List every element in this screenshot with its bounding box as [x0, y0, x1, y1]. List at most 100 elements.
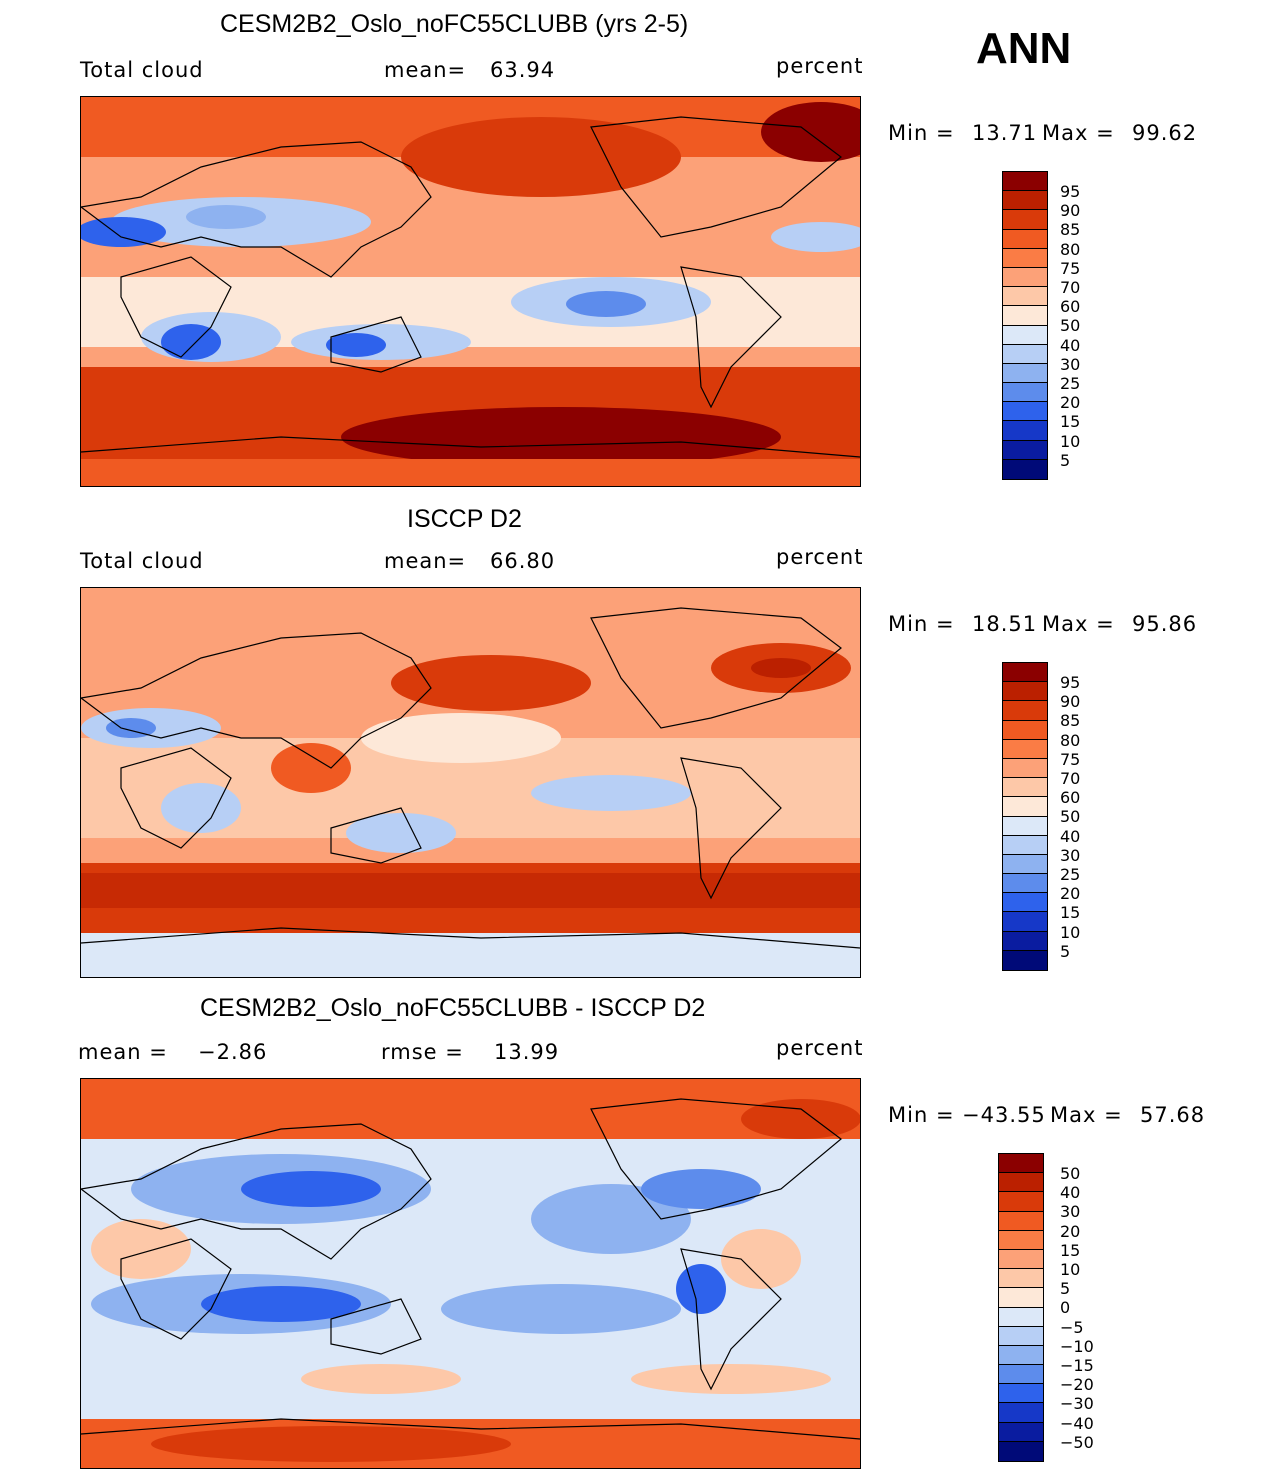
units-label: percent	[776, 1036, 864, 1060]
units-label: percent	[776, 54, 864, 78]
panel-title: CESM2B2_Oslo_noFC55CLUBB - ISCCP D2	[200, 994, 706, 1022]
min-label: Min =	[888, 612, 955, 636]
colorbar-tick-label: 90	[1060, 692, 1081, 712]
colorbar	[1002, 171, 1048, 480]
mean-label: mean=	[384, 549, 467, 573]
colorbar-swatch	[1003, 893, 1047, 913]
colorbar-swatch	[1003, 172, 1047, 192]
colorbar-tick-label: 10	[1060, 1260, 1081, 1279]
season-label: ANN	[976, 24, 1072, 73]
colorbar-tick-label: −50	[1060, 1432, 1094, 1452]
min-value: 18.51	[972, 612, 1038, 636]
max-value: 57.68	[1140, 1103, 1206, 1127]
mean-label: mean =	[78, 1040, 168, 1064]
colorbar-tick-label: 20	[1060, 884, 1081, 904]
colorbar-tick-label: −10	[1060, 1336, 1094, 1356]
colorbar-swatch	[999, 1230, 1043, 1250]
colorbar-tick-label: 15	[1060, 412, 1081, 432]
colorbar-tick-label: 95	[1060, 182, 1081, 201]
colorbar-tick-label: 30	[1060, 1202, 1081, 1222]
colorbar-swatch	[1003, 950, 1047, 970]
colorbar-swatch	[1003, 816, 1047, 836]
colorbar-tick-label: 10	[1060, 431, 1081, 451]
units-label: percent	[776, 545, 864, 569]
colorbar-swatch	[1003, 210, 1047, 230]
colorbar-tick-label: 5	[1060, 450, 1071, 470]
colorbar-swatch	[1003, 229, 1047, 249]
min-label: Min =	[888, 121, 955, 145]
colorbar-swatch	[1003, 383, 1047, 403]
colorbar-swatch	[999, 1249, 1043, 1270]
colorbar-swatch	[1003, 663, 1047, 683]
min-value: 13.71	[972, 121, 1038, 145]
colorbar-tick-label: 50	[1060, 807, 1081, 827]
colorbar-tick-label: 75	[1060, 258, 1081, 278]
min-value: −43.55	[962, 1103, 1046, 1127]
colorbar-swatch	[999, 1345, 1043, 1366]
rmse-label: rmse =	[381, 1040, 464, 1064]
colorbar-swatch	[999, 1154, 1043, 1174]
colorbar-tick-label: 5	[1060, 941, 1071, 961]
colorbar-swatch	[999, 1307, 1043, 1327]
panel-title: CESM2B2_Oslo_noFC55CLUBB (yrs 2-5)	[220, 10, 689, 38]
colorbar-swatch	[1003, 344, 1047, 364]
colorbar-tick-label: 5	[1060, 1279, 1071, 1299]
colorbar	[998, 1153, 1044, 1462]
colorbar-tick-label: 30	[1060, 354, 1081, 374]
colorbar-tick-label: 60	[1060, 788, 1081, 808]
min-label: Min =	[888, 1103, 955, 1127]
colorbar-swatch	[1003, 758, 1047, 779]
colorbar-swatch	[1003, 682, 1047, 702]
colorbar-swatch	[1003, 248, 1047, 268]
colorbar-tick-label: 15	[1060, 903, 1081, 923]
colorbar-swatch	[999, 1441, 1043, 1461]
colorbar-swatch	[1003, 440, 1047, 460]
colorbar-swatch	[1003, 267, 1047, 288]
map-observations	[80, 587, 861, 978]
mean-value: 63.94	[490, 58, 556, 82]
colorbar-tick-label: 50	[1060, 316, 1081, 336]
colorbar-swatch	[999, 1365, 1043, 1385]
colorbar-tick-label: 50	[1060, 1164, 1081, 1183]
colorbar-swatch	[1003, 287, 1047, 307]
colorbar-swatch	[1003, 191, 1047, 211]
colorbar-tick-label: 20	[1060, 1221, 1081, 1241]
colorbar-swatch	[1003, 421, 1047, 441]
colorbar-tick-label: 40	[1060, 335, 1081, 355]
colorbar-tick-label: 40	[1060, 1183, 1081, 1203]
colorbar-tick-label: 70	[1060, 769, 1081, 788]
colorbar-tick-label: 40	[1060, 826, 1081, 846]
colorbar-tick-label: 80	[1060, 239, 1081, 259]
colorbar-tick-label: −5	[1060, 1317, 1084, 1337]
colorbar-swatch	[1003, 778, 1047, 798]
colorbar-swatch	[999, 1192, 1043, 1212]
colorbar-swatch	[1003, 701, 1047, 721]
max-value: 95.86	[1132, 612, 1198, 636]
colorbar-tick-label: −15	[1060, 1356, 1094, 1375]
colorbar-tick-label: 85	[1060, 711, 1081, 731]
map-model	[80, 96, 861, 487]
colorbar-swatch	[1003, 931, 1047, 951]
colorbar-tick-label: 15	[1060, 1240, 1081, 1260]
colorbar-tick-label: 95	[1060, 673, 1081, 692]
colorbar-swatch	[999, 1269, 1043, 1289]
colorbar-tick-label: −30	[1060, 1394, 1094, 1414]
map-difference	[80, 1078, 861, 1469]
colorbar-swatch	[1003, 363, 1047, 384]
colorbar-swatch	[1003, 402, 1047, 422]
colorbar-tick-label: 25	[1060, 865, 1081, 884]
colorbar-swatch	[999, 1384, 1043, 1404]
colorbar-tick-label: −20	[1060, 1375, 1094, 1395]
colorbar-tick-label: 80	[1060, 730, 1081, 750]
max-label: Max =	[1050, 1103, 1123, 1127]
colorbar-swatch	[999, 1173, 1043, 1193]
colorbar-tick-label: 30	[1060, 845, 1081, 865]
mean-label: mean=	[384, 58, 467, 82]
colorbar-tick-label: 10	[1060, 922, 1081, 942]
max-value: 99.62	[1132, 121, 1198, 145]
max-label: Max =	[1042, 121, 1115, 145]
colorbar-swatch	[1003, 854, 1047, 875]
colorbar-swatch	[1003, 459, 1047, 479]
mean-value: −2.86	[198, 1040, 268, 1064]
colorbar-tick-label: 90	[1060, 201, 1081, 221]
